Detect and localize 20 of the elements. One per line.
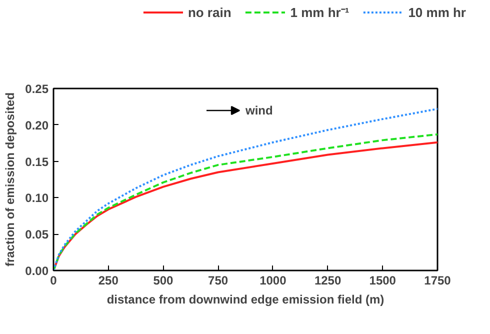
y-tick-label: 0.00 <box>25 264 49 278</box>
annotation: wind <box>244 104 273 118</box>
x-tick-label: 500 <box>153 274 174 288</box>
legend-label: 1 mm hr⁻¹ <box>290 4 350 21</box>
y-tick-label: 0.15 <box>25 154 49 169</box>
y-tick-label: 0.20 <box>25 118 49 132</box>
x-tick-label: 1500 <box>369 274 396 288</box>
x-axis-title: distance from downwind edge emission field (m) <box>106 292 384 306</box>
x-tick-label: 1750 <box>424 274 452 288</box>
y-tick-label: 0.25 <box>25 82 49 96</box>
y-tick-label: 0.05 <box>25 228 49 242</box>
x-tick-label: 750 <box>208 274 228 288</box>
legend-label: no rain <box>188 4 232 20</box>
y-axis-title: fraction of emission deposited <box>3 92 18 267</box>
x-tick-label: 1250 <box>314 274 342 288</box>
legend-label: 10 mm hr <box>408 4 466 20</box>
x-tick-label: 1000 <box>260 274 287 288</box>
x-tick-label: 250 <box>98 274 119 288</box>
y-tick-label: 0.10 <box>25 191 49 206</box>
x-tick-label: 0 <box>50 274 58 288</box>
